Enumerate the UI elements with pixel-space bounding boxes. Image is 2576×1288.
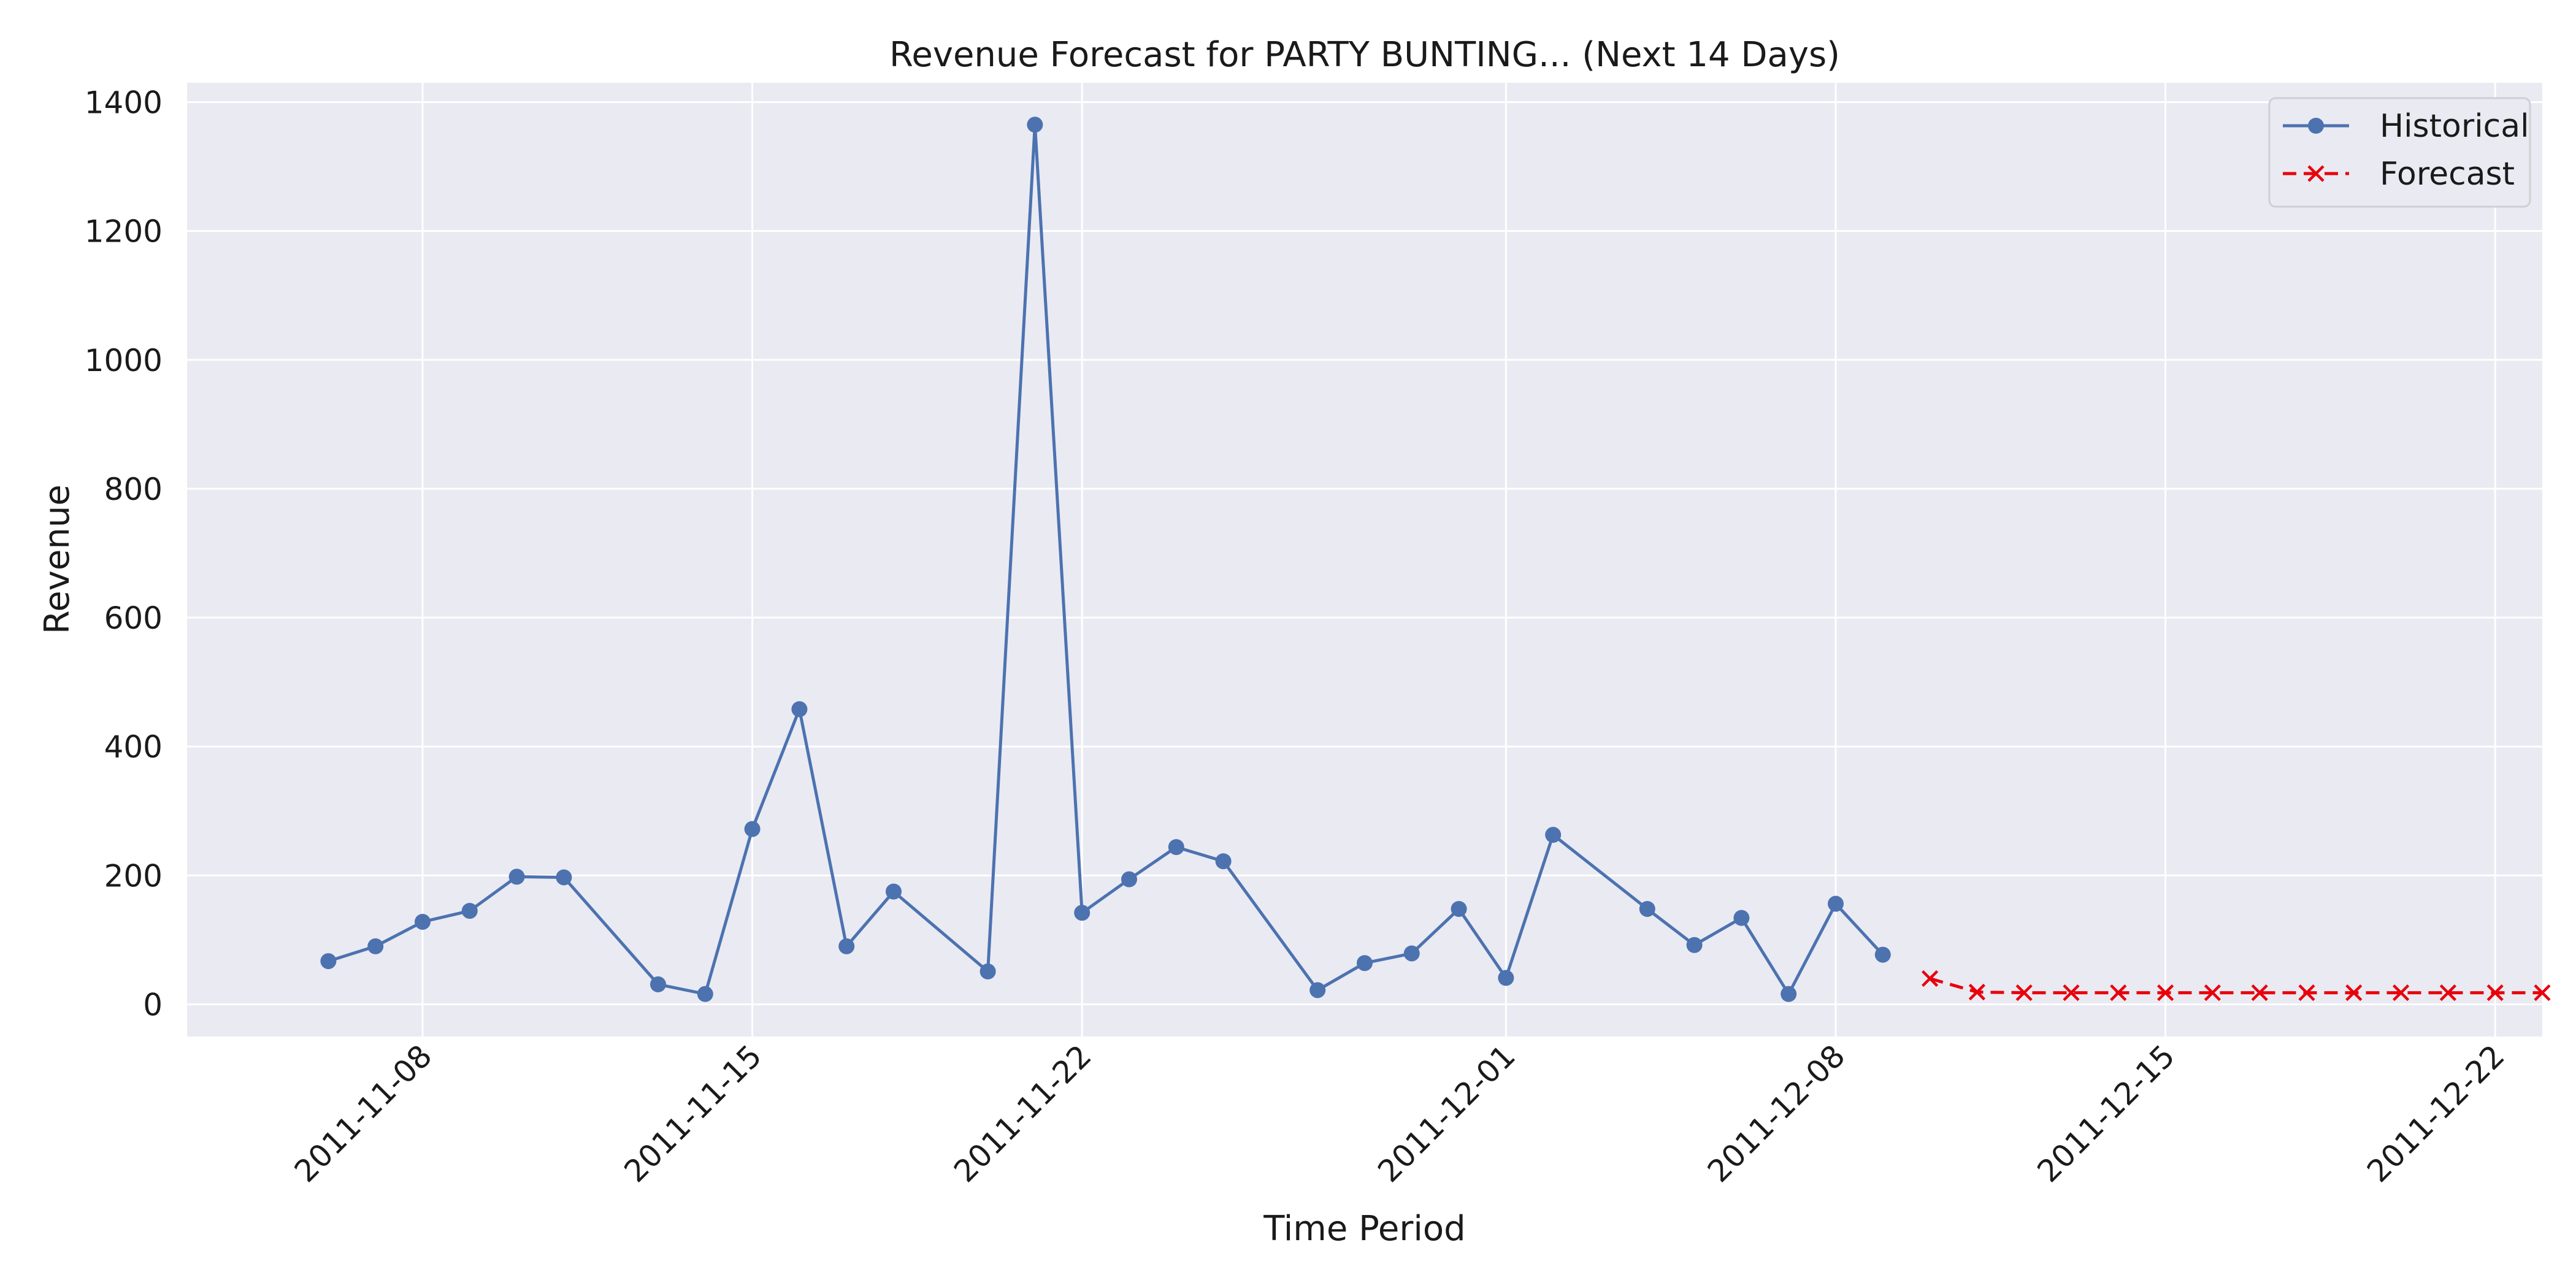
y-tick-label: 0 bbox=[143, 987, 163, 1022]
legend-marker bbox=[2308, 118, 2324, 134]
y-axis-ticks: 0 200 400 600 800 1000 1200 1400 bbox=[85, 85, 163, 1023]
forecast-point bbox=[2157, 984, 2174, 1002]
y-tick-label: 600 bbox=[104, 600, 163, 636]
forecast-point bbox=[2486, 984, 2504, 1002]
x-tick-label: 2011-11-15 bbox=[618, 1038, 769, 1189]
historical-point bbox=[1168, 839, 1184, 856]
y-axis-label: Revenue bbox=[37, 485, 77, 634]
forecast-point bbox=[2439, 984, 2456, 1002]
legend-label-forecast: Forecast bbox=[2380, 156, 2515, 193]
forecast-point bbox=[1922, 970, 1939, 987]
x-tick-label: 2011-12-08 bbox=[1701, 1038, 1852, 1189]
historical-point bbox=[744, 821, 761, 837]
forecast-point bbox=[2204, 984, 2221, 1002]
chart-title: Revenue Forecast for PARTY BUNTING... (N… bbox=[889, 35, 1840, 75]
historical-point bbox=[886, 883, 902, 900]
x-tick-label: 2011-12-01 bbox=[1371, 1038, 1522, 1189]
historical-point bbox=[1686, 937, 1703, 953]
historical-point bbox=[650, 976, 666, 992]
x-tick-label: 2011-11-08 bbox=[288, 1038, 439, 1189]
legend-label-historical: Historical bbox=[2380, 108, 2529, 145]
historical-point bbox=[1545, 827, 1562, 843]
historical-point bbox=[979, 963, 996, 979]
gridlines bbox=[187, 83, 2542, 1037]
y-tick-label: 1000 bbox=[85, 343, 163, 378]
forecast-point bbox=[2251, 984, 2268, 1002]
x-tick-label: 2011-11-22 bbox=[947, 1038, 1098, 1189]
x-axis-label: Time Period bbox=[1263, 1209, 1465, 1249]
legend: Historical Forecast bbox=[2268, 97, 2531, 208]
historical-point bbox=[1828, 895, 1844, 912]
historical-point bbox=[1733, 910, 1750, 926]
forecast-line bbox=[1929, 976, 2542, 995]
historical-point bbox=[838, 938, 855, 954]
y-tick-label: 200 bbox=[104, 858, 163, 894]
historical-point bbox=[1027, 117, 1043, 133]
series-layer bbox=[320, 117, 2551, 1002]
forecast-point bbox=[2393, 984, 2410, 1002]
historical-point bbox=[1403, 945, 1420, 962]
historical-point bbox=[1498, 970, 1514, 986]
historical-point bbox=[1639, 900, 1655, 917]
historical-point bbox=[1874, 946, 1891, 963]
y-tick-label: 800 bbox=[104, 472, 163, 507]
y-tick-label: 1200 bbox=[85, 214, 163, 250]
historical-point bbox=[791, 701, 808, 718]
historical-point bbox=[461, 903, 478, 919]
x-tick-label: 2011-12-15 bbox=[2031, 1038, 2182, 1189]
forecast-point bbox=[2534, 984, 2551, 1002]
y-tick-label: 1400 bbox=[85, 85, 163, 121]
x-tick-label: 2011-12-22 bbox=[2360, 1038, 2511, 1189]
historical-point bbox=[1074, 905, 1091, 921]
forecast-point bbox=[2063, 984, 2080, 1002]
x-axis-ticks: 2011-11-08 2011-11-15 2011-11-22 2011-12-01… bbox=[288, 1038, 2512, 1189]
forecast-point bbox=[2298, 984, 2315, 1002]
historical-point bbox=[1451, 900, 1467, 917]
historical-point bbox=[367, 938, 384, 954]
legend-marker bbox=[2307, 165, 2325, 182]
historical-point bbox=[415, 913, 431, 930]
forecast-point bbox=[2345, 984, 2363, 1002]
forecast-point bbox=[2015, 984, 2033, 1002]
historical-point bbox=[1781, 986, 1797, 1002]
y-tick-label: 400 bbox=[104, 729, 163, 765]
historical-point bbox=[508, 868, 525, 885]
historical-point bbox=[1309, 982, 1326, 999]
historical-point bbox=[556, 869, 572, 886]
historical-point bbox=[1121, 871, 1137, 887]
historical-point bbox=[1357, 955, 1373, 972]
historical-point bbox=[1215, 853, 1232, 870]
historical-point bbox=[697, 986, 713, 1002]
forecast-point bbox=[1968, 983, 1985, 1001]
historical-point bbox=[320, 953, 337, 970]
forecast-point bbox=[2110, 984, 2127, 1002]
plot-area bbox=[187, 83, 2542, 1037]
